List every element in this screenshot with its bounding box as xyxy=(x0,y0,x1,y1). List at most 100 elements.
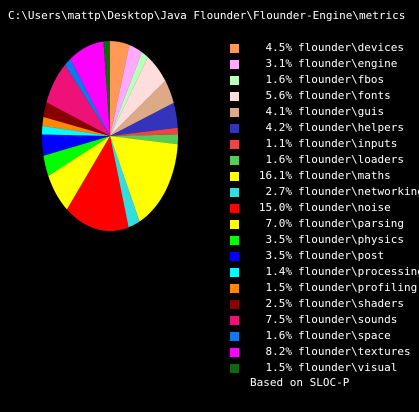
legend-swatch xyxy=(230,123,239,133)
legend-swatch xyxy=(230,59,239,69)
legend-swatch xyxy=(230,107,239,117)
legend-item-space: 1.6% flounder\space xyxy=(230,328,419,344)
legend-swatch xyxy=(230,267,239,277)
legend-item-noise: 15.0% flounder\noise xyxy=(230,200,419,216)
legend-percent: 2.5% xyxy=(265,297,293,310)
legend-percent: 8.2% xyxy=(265,345,293,358)
pie-slice-maths xyxy=(110,136,178,222)
legend-label: flounder\shaders xyxy=(298,297,404,310)
legend-item-engine: 3.1% flounder\engine xyxy=(230,56,419,72)
legend-item-devices: 4.5% flounder\devices xyxy=(230,40,419,56)
legend-swatch xyxy=(230,363,239,373)
legend: 4.5% flounder\devices 3.1% flounder\engine 1… xyxy=(230,40,419,376)
legend-percent: 1.5% xyxy=(265,361,293,374)
legend-swatch xyxy=(230,299,239,309)
legend-percent: 2.7% xyxy=(265,185,293,198)
legend-percent: 7.0% xyxy=(265,217,293,230)
pie-slice-loaders xyxy=(110,134,178,145)
legend-swatch xyxy=(230,235,239,245)
pie-slice-post xyxy=(42,134,110,156)
legend-label: flounder\profiling xyxy=(298,281,418,294)
pie-slice-fonts xyxy=(110,57,166,137)
legend-label: flounder\engine xyxy=(298,57,398,70)
legend-percent: 4.1% xyxy=(265,105,293,118)
legend-swatch xyxy=(230,219,239,229)
legend-label: flounder\visual xyxy=(298,361,398,374)
legend-percent: 1.6% xyxy=(265,73,293,86)
legend-item-shaders: 2.5% flounder\shaders xyxy=(230,296,419,312)
pie-slice-parsing xyxy=(48,136,110,210)
legend-label: flounder\fbos xyxy=(298,73,385,86)
pie-slice-noise xyxy=(66,136,129,232)
legend-percent: 3.5% xyxy=(265,249,293,262)
legend-label: flounder\inputs xyxy=(298,137,398,150)
legend-swatch xyxy=(230,139,239,149)
legend-swatch xyxy=(230,75,239,85)
legend-label: flounder\parsing xyxy=(298,217,404,230)
pie-slice-textures xyxy=(70,41,110,136)
legend-percent: 1.4% xyxy=(265,265,293,278)
pie-slice-guis xyxy=(110,80,174,136)
legend-label: flounder\fonts xyxy=(298,89,391,102)
legend-label: flounder\helpers xyxy=(298,121,404,134)
legend-item-profiling: 1.5% flounder\profiling xyxy=(230,280,419,296)
legend-item-textures: 8.2% flounder\textures xyxy=(230,344,419,360)
legend-percent: 5.6% xyxy=(265,89,293,102)
legend-label: flounder\noise xyxy=(298,201,391,214)
legend-item-networking: 2.7% flounder\networking xyxy=(230,184,419,200)
pie-slice-networking xyxy=(110,136,140,228)
legend-percent: 1.6% xyxy=(265,153,293,166)
legend-label: flounder\textures xyxy=(298,345,411,358)
legend-item-parsing: 7.0% flounder\parsing xyxy=(230,216,419,232)
legend-item-processing: 1.4% flounder\processing xyxy=(230,264,419,280)
legend-swatch xyxy=(230,91,239,101)
legend-item-fonts: 5.6% flounder\fonts xyxy=(230,88,419,104)
legend-item-helpers: 4.2% flounder\helpers xyxy=(230,120,419,136)
legend-swatch xyxy=(230,203,239,213)
legend-label: flounder\sounds xyxy=(298,313,398,326)
legend-percent: 3.5% xyxy=(265,233,293,246)
legend-item-post: 3.5% flounder\post xyxy=(230,248,419,264)
pie-slice-fbos xyxy=(110,52,148,136)
legend-label: flounder\processing xyxy=(298,265,419,278)
legend-swatch xyxy=(230,251,239,261)
legend-item-loaders: 1.6% flounder\loaders xyxy=(230,152,419,168)
legend-label: flounder\post xyxy=(298,249,385,262)
pie-slice-space xyxy=(64,58,110,136)
legend-percent: 4.2% xyxy=(265,121,293,134)
legend-percent: 16.1% xyxy=(258,169,292,182)
pie-slice-physics xyxy=(43,136,111,176)
legend-percent: 1.6% xyxy=(265,329,293,342)
pie-slice-shaders xyxy=(43,102,110,136)
legend-swatch xyxy=(230,315,239,325)
pie-slice-sounds xyxy=(46,64,110,136)
pie-slice-visual xyxy=(103,41,110,136)
legend-percent: 3.1% xyxy=(265,57,293,70)
legend-swatch xyxy=(230,171,239,181)
legend-swatch xyxy=(230,331,239,341)
legend-item-maths: 16.1% flounder\maths xyxy=(230,168,419,184)
pie-slice-processing xyxy=(42,125,111,136)
legend-label: flounder\physics xyxy=(298,233,404,246)
legend-item-visual: 1.5% flounder\visual xyxy=(230,360,419,376)
legend-item-fbos: 1.6% flounder\fbos xyxy=(230,72,419,88)
legend-label: flounder\space xyxy=(298,329,391,342)
legend-item-guis: 4.1% flounder\guis xyxy=(230,104,419,120)
legend-swatch xyxy=(230,283,239,293)
legend-item-sounds: 7.5% flounder\sounds xyxy=(230,312,419,328)
pie-slice-devices xyxy=(110,40,130,136)
footnote: Based on SLOC-P xyxy=(250,376,350,389)
legend-item-physics: 3.5% flounder\physics xyxy=(230,232,419,248)
legend-item-inputs: 1.1% flounder\inputs xyxy=(230,136,419,152)
legend-label: flounder\devices xyxy=(298,41,404,54)
legend-swatch xyxy=(230,347,239,357)
chart-title: C:\Users\mattp\Desktop\Java Flounder\Flo… xyxy=(8,9,406,22)
legend-label: flounder\loaders xyxy=(298,153,404,166)
pie-slice-inputs xyxy=(110,127,178,136)
pie-slice-profiling xyxy=(42,116,110,136)
legend-label: flounder\networking xyxy=(298,185,419,198)
legend-percent: 4.5% xyxy=(265,41,293,54)
pie-slice-helpers xyxy=(110,102,178,136)
legend-swatch xyxy=(230,43,239,53)
